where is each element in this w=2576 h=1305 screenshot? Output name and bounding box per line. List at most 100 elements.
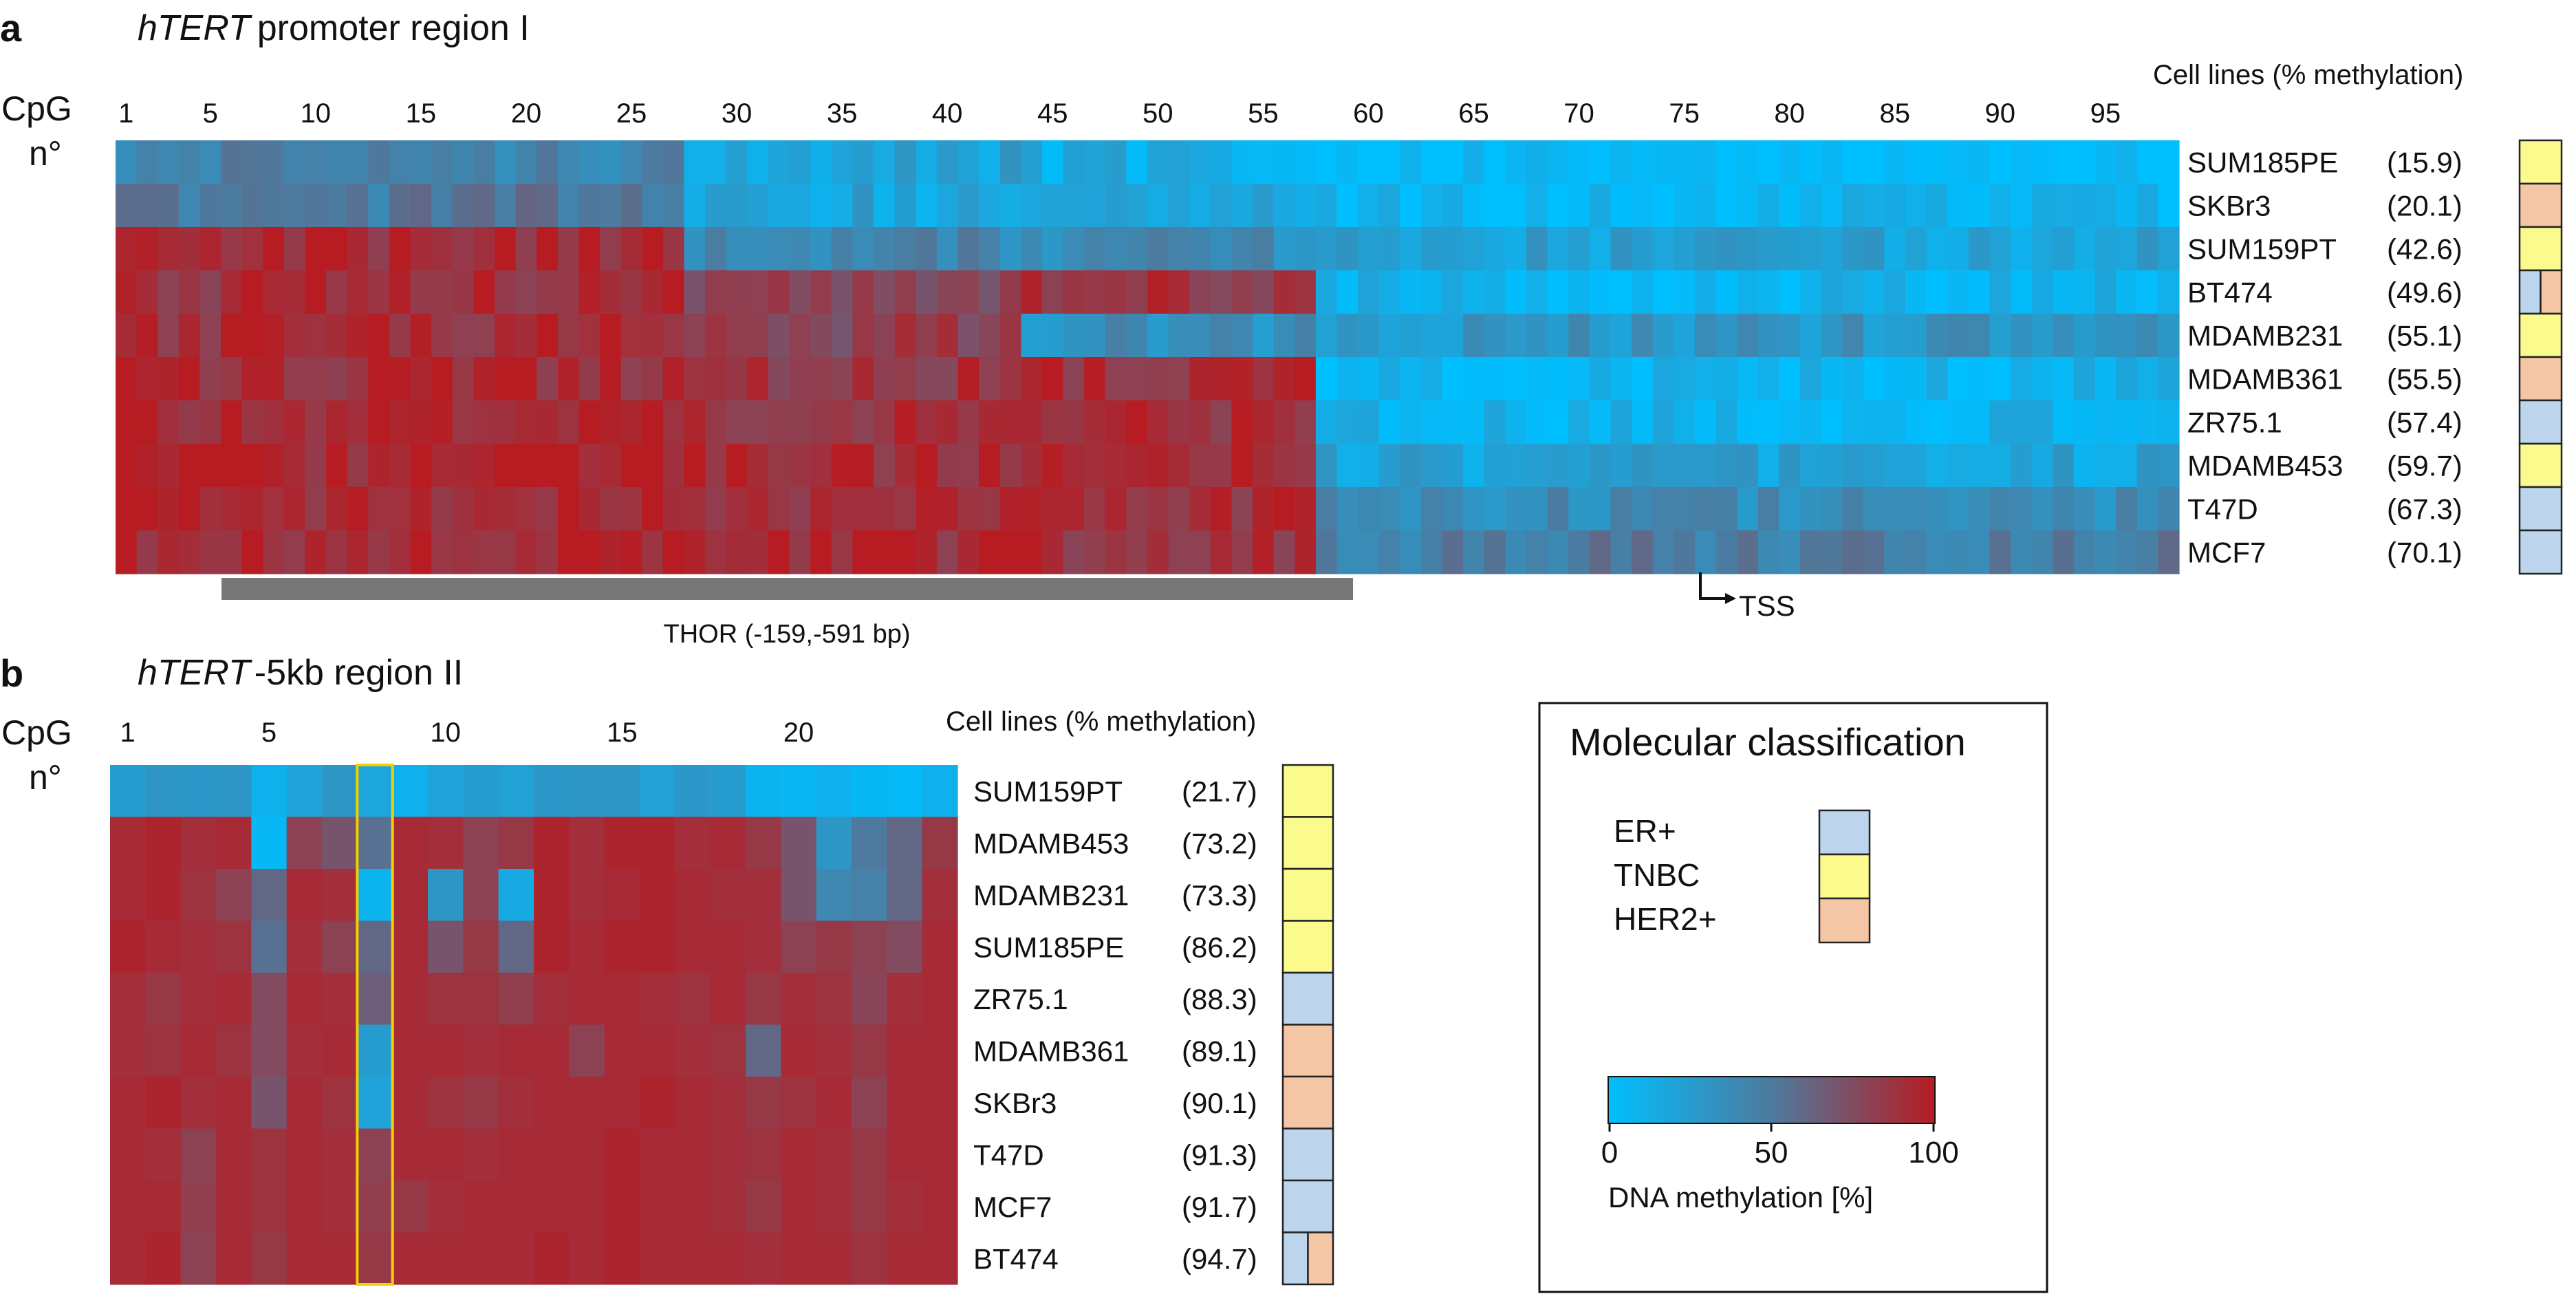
- heatmap-a-cell: [1210, 184, 1233, 228]
- heatmap-b-cell: [286, 817, 323, 870]
- heatmap-a-cell: [1210, 314, 1233, 358]
- heatmap-a-cell: [1757, 444, 1779, 488]
- heatmap-b-cell: [710, 1232, 746, 1285]
- heatmap-a-cell: [2073, 140, 2096, 184]
- heatmap-a-row-name: MDAMB453: [2187, 450, 2343, 482]
- heatmap-a-cell: [1674, 444, 1696, 488]
- heatmap-a-cell: [1610, 487, 1632, 531]
- heatmap-a-cell: [768, 227, 790, 271]
- heatmap-a-cell: [1210, 357, 1233, 401]
- heatmap-b-cell: [852, 1128, 887, 1181]
- heatmap-b-cell: [640, 765, 675, 818]
- heatmap-a-cell: [495, 444, 517, 488]
- heatmap-a-cell: [283, 270, 306, 314]
- heatmap-b-class-er-pos: [1281, 1128, 1334, 1182]
- heatmap-a-class-tnbc: [2518, 312, 2563, 358]
- heatmap-a-cell: [916, 400, 938, 444]
- heatmap-a-cell: [726, 487, 748, 531]
- heatmap-a-cell: [1168, 314, 1190, 358]
- heatmap-a-cell: [1295, 270, 1317, 314]
- heatmap-a-cell: [936, 530, 959, 574]
- heatmap-a-cell: [199, 184, 221, 228]
- heatmap-a-tick-60: 60: [1353, 98, 1384, 129]
- heatmap-a-cell: [1463, 184, 1485, 228]
- heatmap-a-cell: [620, 444, 642, 488]
- heatmap-a-cell: [874, 314, 896, 358]
- heatmap-a-cell: [473, 314, 495, 358]
- heatmap-a-cell: [2031, 314, 2053, 358]
- heatmap-a-cell: [747, 227, 769, 271]
- heatmap-a-cell: [1863, 140, 1885, 184]
- heatmap-b-cell: [110, 1232, 146, 1285]
- heatmap-a-cell: [1442, 140, 1464, 184]
- heatmap-a-cell: [199, 357, 221, 401]
- heatmap-b-cell: [428, 869, 464, 922]
- heatmap-a-cell: [1632, 444, 1654, 488]
- heatmap-a-cell: [1884, 487, 1906, 531]
- heatmap-a-cell: [2011, 140, 2033, 184]
- heatmap-a-cell: [2158, 444, 2180, 488]
- heatmap-a-cell: [726, 140, 748, 184]
- heatmap-a-cell: [431, 487, 453, 531]
- heatmap-b-cell: [286, 869, 323, 922]
- heatmap-a-cell: [452, 140, 475, 184]
- heatmap-a-cell: [1989, 444, 2011, 488]
- heatmap-a-cell: [1021, 140, 1043, 184]
- heatmap-a-cell: [116, 400, 138, 444]
- heatmap-a-cell: [1547, 227, 1569, 271]
- heatmap-a-cell: [1063, 314, 1085, 358]
- heatmap-a-cell: [1126, 400, 1148, 444]
- heatmap-a-class-er-pos: [2518, 529, 2563, 575]
- heatmap-a-cell: [789, 314, 811, 358]
- heatmap-a-cell: [1378, 530, 1400, 574]
- heatmap-a-cell: [1315, 140, 1338, 184]
- heatmap-a-cell: [263, 487, 285, 531]
- heatmap-a-cell: [305, 487, 327, 531]
- heatmap-a-cell: [1568, 140, 1590, 184]
- heatmap-b-row-pct: (86.2): [1182, 931, 1257, 963]
- heatmap-b-cell: [357, 817, 393, 870]
- heatmap-b-cell: [675, 817, 711, 870]
- heatmap-a-cell: [326, 400, 348, 444]
- heatmap-b-cell: [534, 973, 570, 1026]
- heatmap-b-cell: [110, 1077, 146, 1130]
- heatmap-a-row-pct: (15.9): [2387, 147, 2463, 179]
- heatmap-a-cell: [1547, 140, 1569, 184]
- heatmap-b-cell: [922, 817, 958, 870]
- heatmap-a-cell: [1568, 314, 1590, 358]
- heatmap-a-cell: [1715, 444, 1738, 488]
- heatmap-a-cell: [1715, 314, 1738, 358]
- heatmap-b-cell: [428, 1077, 464, 1130]
- heatmap-a-cell: [578, 140, 600, 184]
- heatmap-b-cell: [463, 973, 499, 1026]
- heatmap-a-cell: [1694, 140, 1717, 184]
- heatmap-a-cell: [1674, 314, 1696, 358]
- heatmap-a-cell: [936, 487, 959, 531]
- heatmap-a-cell: [957, 184, 979, 228]
- heatmap-a-cell: [1358, 314, 1380, 358]
- heatmap-a-cell: [1273, 357, 1295, 401]
- heatmap-b-cell: [498, 765, 534, 818]
- heatmap-a-cell: [1273, 140, 1295, 184]
- heatmap-a-cell: [979, 530, 1001, 574]
- heatmap-b-cell: [463, 869, 499, 922]
- heatmap-a-cell: [642, 400, 664, 444]
- heatmap-a-cell: [894, 227, 916, 271]
- heatmap-a-cell: [2053, 314, 2075, 358]
- heatmap-a-cell: [495, 270, 517, 314]
- heatmap-a-cell: [431, 400, 453, 444]
- heatmap-a-cell: [789, 400, 811, 444]
- heatmap-a-cell: [2136, 444, 2158, 488]
- heatmap-b-cell: [852, 817, 887, 870]
- heatmap-a-cell: [1610, 270, 1632, 314]
- heatmap-a-cell: [326, 314, 348, 358]
- panel-a-cpg-label: CpG: [1, 89, 72, 128]
- heatmap-a-cell: [1420, 314, 1443, 358]
- panel-b-title: hTERT -5kb region II: [138, 653, 463, 693]
- heatmap-b-x-ticks: 1 5 10 15 20: [120, 718, 814, 748]
- heatmap-a-cell: [1063, 487, 1085, 531]
- heatmap-a-cell: [705, 270, 727, 314]
- heatmap-a-cell: [1126, 140, 1148, 184]
- heatmap-a-cell: [1358, 487, 1380, 531]
- heatmap-a-cell: [1253, 227, 1275, 271]
